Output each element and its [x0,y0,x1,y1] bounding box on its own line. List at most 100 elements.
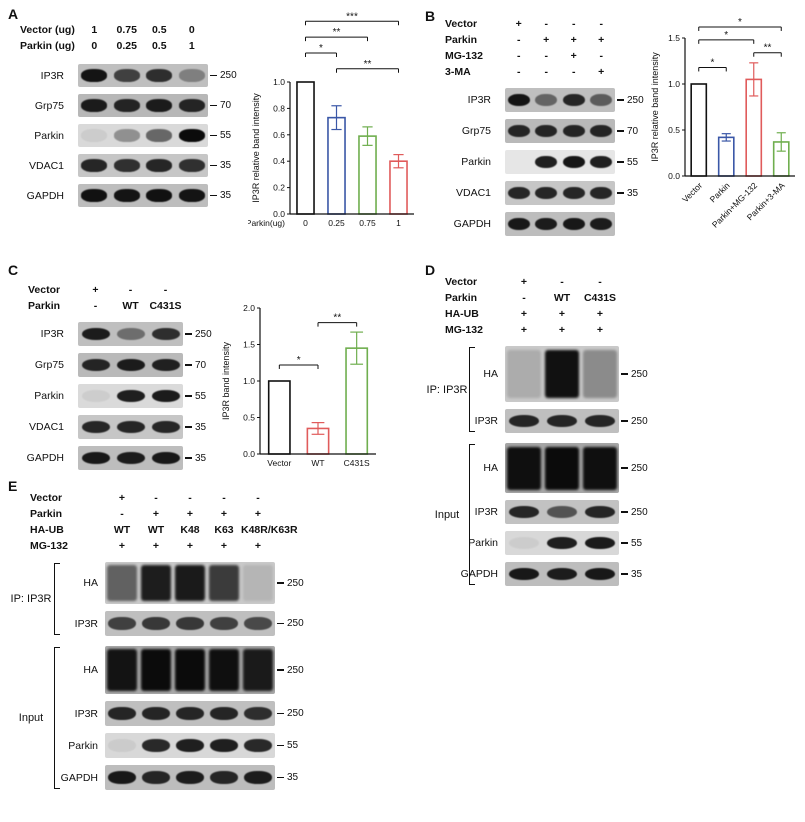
blot-band [590,186,613,200]
blot-band [81,358,110,372]
blot-lane [241,701,275,726]
blot-band [562,93,585,107]
condition-row: 3-MA - - - + [425,64,645,80]
marker-number: 55 [195,390,207,402]
blot-band [113,99,140,112]
blot-band [81,129,108,142]
condition-value: + [570,50,577,62]
group-label: IP: IP3R [10,593,52,605]
blot-group-rows: HA 250 IP3R 250 [475,346,653,433]
condition-value: + [598,66,605,78]
sig-label: * [711,57,715,68]
blot-image [105,562,275,604]
blot-band [146,99,173,112]
condition-values: + - - - - [105,492,275,504]
condition-value: + [254,508,262,520]
blot-label: GAPDH [26,189,64,202]
condition-value: 0.75 [116,24,137,36]
blot-lane [173,765,207,790]
blot-lane [176,124,209,147]
blot-row: Parkin 55 [8,124,244,147]
condition-values: + - - - [505,18,615,30]
molecular-weight-marker: 55 [183,391,217,402]
blot-lane [148,353,183,377]
condition-value: + [515,18,522,30]
blot-lane [139,562,173,604]
blot-band [584,414,616,428]
blot-band [584,505,616,519]
condition-value: + [92,284,99,296]
panel-d-label: D [425,262,436,278]
blot-row: IP3R 250 [60,701,309,726]
blot-band [507,217,530,231]
group-bracket [54,647,60,789]
condition-values: - WT C431S [505,292,619,304]
condition-value: 0.5 [151,24,167,36]
blot-image [78,415,183,439]
blot-lane [581,531,619,555]
condition-row: Parkin - WT C431S [425,290,653,306]
blot-label: GAPDH [453,218,491,230]
condition-value: K48 [180,524,200,536]
blot-group: IP: IP3R HA 250 IP3R 250 [8,562,309,636]
blot-band [209,649,239,691]
x-tick-label: 0 [303,218,308,228]
blot-label: IP3R [40,69,64,82]
sig-label: * [319,43,323,54]
marker-number: 55 [627,156,639,168]
blot-band [151,358,180,372]
bar-chart-A: 0 0.25 0.75 1 0.0 0.2 0.4 0.6 0.8 1.0 IP3R relativ… [246,11,414,228]
blot-lane [173,733,207,758]
marker-number: 250 [287,618,304,629]
blot-image [105,733,275,758]
blot-image [505,346,619,402]
molecular-weight-marker: 55 [619,538,653,549]
condition-value: - [599,50,604,62]
blot-lane [78,446,113,470]
marker-tick [617,161,624,163]
blot-band [146,69,173,82]
condition-value: - [522,292,526,304]
y-tick-label: 0.0 [243,449,255,459]
y-tick-label: 0.0 [273,209,285,219]
x-axis-label: Parkin(ug) [248,218,285,228]
condition-values: - + + + [505,34,615,46]
condition-name: 3-MA [445,66,471,78]
blot-lane [148,384,183,408]
panel-c-westernblot: Vector + - - Parkin - WT C431S IP3R 250 Grp75 70 Par… [8,262,217,470]
marker-tick [277,776,284,779]
bar-chart-B: Vector ParkinParkin+MG-132Parkin+3-MA0.00… [650,17,795,230]
condition-value: + [186,508,194,520]
blot-band [210,770,238,785]
blot-lane [560,181,588,205]
condition-value: + [118,492,126,504]
bar [267,380,291,455]
condition-value: 0 [188,24,195,36]
condition-name: Parkin [30,508,63,520]
blot-lane [505,346,543,402]
blot-band [141,564,171,602]
y-axis-label: IP3R relative band intensity [650,52,660,162]
panel-a: A Vector (ug) 1 0.75 0.5 0 Parkin (ug) 0 0.25 0.… [8,6,414,228]
condition-value: - [599,18,604,30]
blot-lane [241,765,275,790]
blot-row: GAPDH 35 [8,184,244,207]
blot-band [81,99,108,112]
blot-band [108,738,136,753]
y-tick-label: 0.6 [273,130,285,140]
marker-number: 55 [631,537,643,549]
blot-lane [533,212,561,236]
blot-row: HA 250 [475,346,653,402]
y-tick-label: 1.5 [668,33,680,43]
blot-band [151,451,180,465]
blot-band [116,389,145,403]
y-axis-label: IP3R relative band intensity [251,93,261,203]
panel-d-westernblot: Vector + - - Parkin - WT C431S HA-UB + + + MG-132 + + +… [425,262,653,586]
blot-label: IP3R [467,94,491,106]
blot-band [81,451,110,465]
molecular-weight-marker: 250 [619,463,653,474]
group-label: IP: IP3R [426,383,468,396]
blot-image [78,64,208,87]
blot-label: Grp75 [34,359,64,371]
blot-lane [207,765,241,790]
